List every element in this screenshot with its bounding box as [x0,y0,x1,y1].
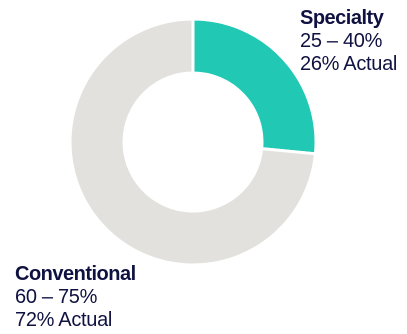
slice-specialty [191,17,318,156]
specialty-actual: 26% Actual [300,53,398,75]
specialty-label: Specialty 25 – 40% 26% Actual [300,7,397,76]
specialty-range: 25 – 40% [300,30,383,52]
slice-conventional [68,17,318,267]
conventional-range: 60 – 75% [15,286,98,308]
conventional-name: Conventional [15,263,136,285]
conventional-actual: 72% Actual [15,309,113,331]
conventional-label: Conventional 60 – 75% 72% Actual [15,263,136,332]
specialty-name: Specialty [300,7,384,29]
